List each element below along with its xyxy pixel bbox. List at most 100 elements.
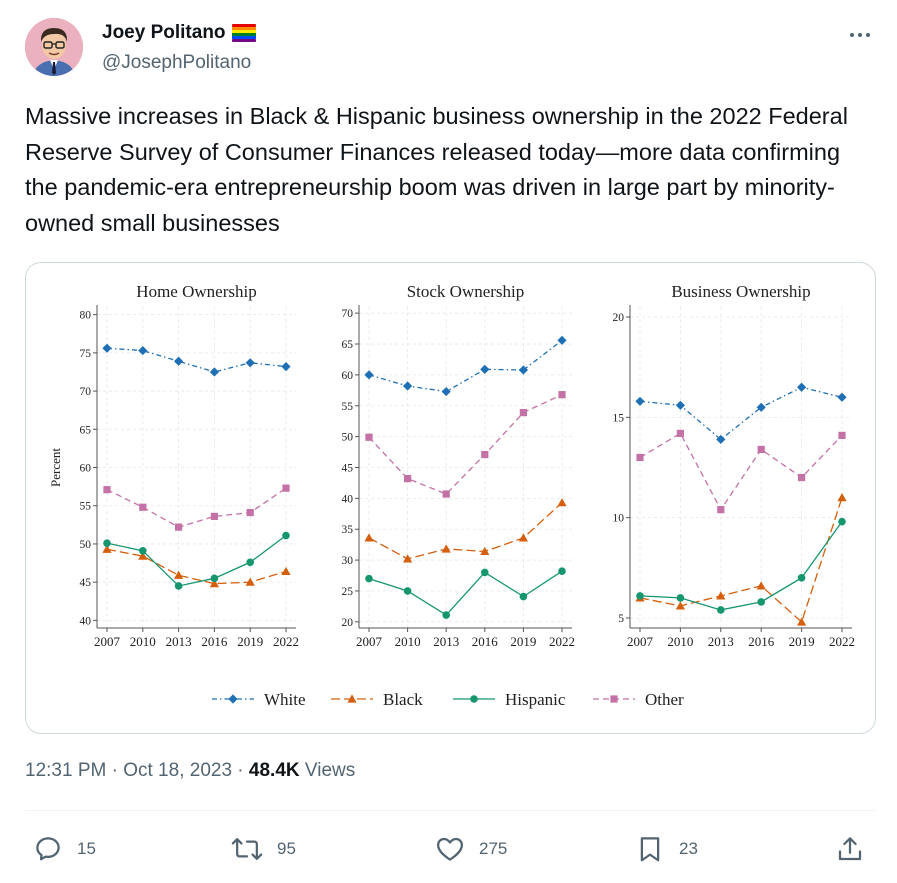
data-point [518, 533, 528, 542]
data-point [676, 594, 685, 602]
data-point [103, 486, 111, 494]
meta-separator: · [111, 760, 118, 781]
x-tick-label: 2016 [472, 634, 499, 649]
data-point [518, 365, 528, 375]
data-point [716, 591, 726, 600]
legend-item-white: White [212, 690, 306, 709]
x-tick-label: 2019 [510, 634, 536, 649]
y-tick-label: 30 [342, 555, 354, 567]
x-tick-label: 2022 [549, 634, 575, 649]
author-handle[interactable]: @JosephPolitano [102, 52, 252, 73]
series-line [106, 487, 287, 528]
data-point [209, 579, 219, 588]
rainbow-flag-icon [231, 24, 256, 42]
reply-button[interactable]: 15 [33, 834, 96, 864]
y-tick-label: 25 [342, 586, 354, 598]
tweet-time[interactable]: 12:31 PM [25, 760, 107, 781]
series-other [636, 429, 846, 514]
share-button[interactable] [835, 834, 865, 864]
data-point [281, 362, 291, 372]
data-point [139, 503, 147, 511]
data-point [442, 611, 451, 619]
series-line [639, 521, 843, 611]
data-point [102, 544, 112, 553]
data-point [717, 506, 725, 514]
y-tick-label: 60 [342, 370, 354, 382]
bookmark-button[interactable]: 23 [635, 834, 698, 864]
x-tick-label: 2013 [708, 634, 734, 649]
data-point [797, 382, 807, 392]
series-line [639, 386, 843, 441]
data-point [519, 408, 527, 417]
y-axis-label: Percent [48, 448, 63, 487]
data-point [481, 568, 489, 577]
data-point [246, 508, 254, 517]
series-white [364, 335, 567, 397]
data-point [441, 386, 451, 397]
x-tick-label: 2010 [130, 634, 156, 649]
data-point [558, 567, 566, 576]
data-point [798, 473, 806, 482]
bookmark-count: 23 [679, 839, 698, 858]
data-point [441, 544, 451, 553]
legend-item-black: Black [331, 690, 423, 709]
y-tick-label: 5 [618, 613, 624, 625]
data-point [282, 484, 290, 492]
data-point [139, 547, 147, 555]
share-icon [838, 837, 862, 861]
data-point [246, 558, 254, 567]
bookmark-icon [640, 837, 660, 862]
data-point [210, 574, 219, 583]
legend-label: Other [645, 690, 684, 709]
data-point [757, 598, 765, 606]
series-line [639, 432, 843, 511]
data-point [756, 402, 766, 412]
heart-icon [437, 837, 463, 861]
y-tick-label: 20 [342, 617, 354, 629]
like-button[interactable]: 275 [435, 834, 507, 864]
y-tick-label: 45 [342, 463, 354, 475]
x-tick-label: 2013 [433, 634, 459, 649]
x-tick-label: 2013 [166, 634, 192, 649]
data-point [797, 574, 806, 582]
author-name[interactable]: Joey Politano [102, 22, 226, 43]
chart-panel-1: Home Ownership 40 45 50 55 60 65 70 75 80 2007 2010… [48, 282, 299, 649]
chart-title: Business Ownership [671, 282, 810, 301]
data-point [636, 453, 644, 462]
tweet-media-chart[interactable]: Home Ownership 40 45 50 55 60 65 70 75 80 2007 2010… [25, 262, 876, 734]
data-point [102, 343, 112, 353]
chart-title: Stock Ownership [407, 282, 525, 301]
more-options-icon[interactable] [847, 22, 873, 48]
data-point [675, 601, 685, 610]
data-point [557, 498, 567, 507]
y-tick-label: 70 [342, 308, 354, 320]
tweet-meta: 12:31 PM · Oct 18, 2023 · 48.4K Views [25, 760, 355, 782]
avatar[interactable] [25, 18, 83, 76]
series-black [364, 498, 567, 563]
repost-button[interactable]: 95 [231, 834, 296, 864]
tweet-date[interactable]: Oct 18, 2023 [123, 760, 233, 781]
data-point [282, 531, 290, 540]
legend-marker [470, 695, 478, 703]
data-point [175, 523, 183, 531]
data-point [103, 539, 111, 547]
chart-panel-2: Stock Ownership 20 25 30 35 40 45 50 55 60 65 70 200… [342, 282, 576, 649]
data-point [245, 577, 255, 586]
y-tick-label: 40 [342, 493, 354, 505]
y-tick-label: 55 [342, 401, 354, 413]
views-label: Views [304, 760, 356, 781]
author-row: Joey Politano [102, 22, 256, 44]
y-tick-label: 70 [80, 386, 92, 398]
data-point [480, 364, 490, 374]
avatar-illustration [25, 18, 83, 76]
data-point [403, 381, 413, 391]
chart-panel-3: Business Ownership 5 10 15 20 2007 2010 2013 201… [613, 282, 856, 649]
data-point [365, 574, 373, 583]
data-point [756, 581, 766, 590]
x-tick-label: 2010 [395, 634, 421, 649]
series-line [106, 347, 287, 373]
reply-icon [36, 837, 60, 861]
y-tick-label: 65 [342, 339, 354, 351]
data-point [442, 490, 450, 498]
meta-separator: · [237, 760, 244, 781]
